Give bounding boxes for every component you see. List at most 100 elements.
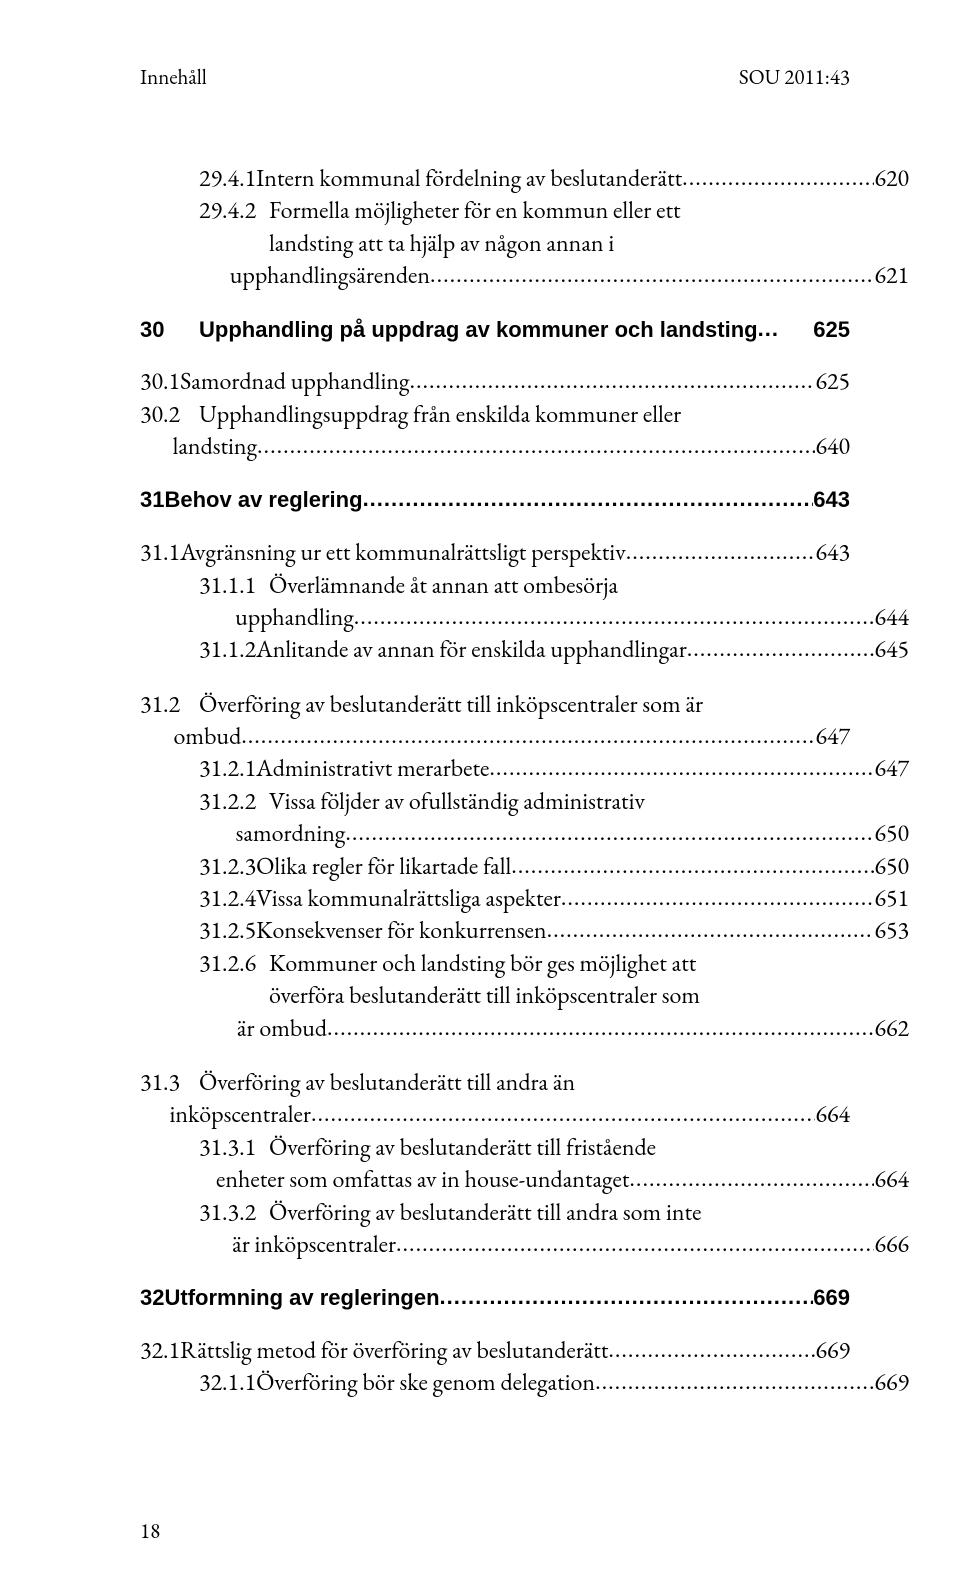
toc-entry-page: 647 [815, 721, 850, 753]
toc-leader: ........................................… [354, 601, 875, 633]
toc-entry-text: Vissa följder av ofullständig administra… [269, 786, 645, 818]
toc-leader: ........................................… [345, 817, 874, 849]
toc-entry-text: Intern kommunal fördelning av beslutande… [256, 163, 682, 195]
toc-entry-text: Utformning av regleringen [164, 1283, 439, 1313]
toc-leader: ........................................… [511, 850, 874, 882]
toc-entry-number: 30.2 [140, 399, 199, 431]
toc-entry-text: Överlämnande åt annan att ombesörja [269, 570, 618, 602]
toc-entry-text: inköpscentraler [169, 1099, 310, 1131]
toc-leader: ........................................… [311, 1098, 816, 1130]
toc-entry-text: Vissa kommunalrättsliga aspekter [256, 883, 561, 915]
toc-entry-page: 645 [874, 634, 909, 666]
toc-entry-page: 621 [874, 260, 909, 292]
toc-leader: ........................................… [241, 720, 815, 752]
toc-entry-text: samordning [236, 818, 346, 850]
toc-entry-page: 625 [815, 366, 850, 398]
toc-leader: ........................................… [409, 365, 815, 397]
toc-leader: ........................................… [547, 914, 875, 946]
toc-entry-text: Överföring av beslutanderätt till inköps… [199, 689, 703, 721]
toc-entry-page: 644 [874, 602, 909, 634]
table-of-contents: 29.4.1Intern kommunal fördelning av besl… [140, 163, 850, 1400]
toc-entry-number: 31 [140, 485, 164, 515]
toc-entry-number: 31.2.5 [199, 915, 256, 947]
toc-entry-text: Överföring bör ske genom delegation [256, 1367, 595, 1399]
toc-entry-number: 31.3.1 [199, 1132, 269, 1164]
toc-entry-text: landsting [173, 431, 257, 463]
toc-entry-page: 650 [874, 851, 909, 883]
toc-leader: ........................................… [430, 259, 874, 291]
toc-entry-text: Formella möjligheter för en kommun eller… [269, 195, 681, 227]
toc-leader: ........................................… [363, 484, 814, 514]
toc-leader: ........................................… [595, 1366, 874, 1398]
toc-entry-text: Överföring av beslutanderätt till fristå… [269, 1132, 656, 1164]
toc-leader: ... [758, 314, 814, 344]
toc-entry-text: Anlitande av annan för enskilda upphandl… [256, 634, 687, 666]
toc-entry-number: 31.2.1 [199, 753, 256, 785]
toc-entry-text: är ombud [237, 1013, 327, 1045]
toc-entry-text: Överföring av beslutanderätt till andra … [269, 1197, 701, 1229]
toc-entry-number: 30.1 [140, 366, 180, 398]
toc-entry-number: 31.2 [140, 689, 199, 721]
toc-entry-number: 31.1.1 [199, 570, 269, 602]
toc-entry-number: 31.2.2 [199, 786, 269, 818]
toc-entry-text: Rättslig metod för överföring av besluta… [180, 1335, 608, 1367]
toc-leader: ........................................… [626, 536, 816, 568]
toc-entry-text: Administrativt merarbete [256, 753, 489, 785]
toc-leader: ........................................… [608, 1334, 815, 1366]
toc-entry-page: 669 [815, 1335, 850, 1367]
toc-entry-text: Kommuner och landsting bör ges möjlighet… [269, 948, 696, 980]
toc-entry-text: är inköpscentraler [232, 1229, 396, 1261]
toc-entry-text: Konsekvenser för konkurrensen [256, 915, 546, 947]
toc-entry-text: Överföring av beslutanderätt till andra … [199, 1067, 575, 1099]
toc-entry-page: 625 [813, 315, 850, 345]
toc-entry-page: 653 [874, 915, 909, 947]
toc-entry-text: Olika regler för likartade fall [256, 851, 511, 883]
toc-leader: ........................................… [396, 1228, 874, 1260]
toc-entry-page: 666 [874, 1229, 909, 1261]
toc-entry-number: 29.4.2 [199, 195, 269, 227]
toc-leader: ........................................… [687, 633, 875, 665]
toc-entry-page: 620 [874, 163, 909, 195]
toc-entry-number: 31.1 [140, 537, 180, 569]
toc-entry-text: Samordnad upphandling [180, 366, 409, 398]
toc-leader: ........................................… [561, 882, 875, 914]
toc-entry-number: 32.1.1 [199, 1367, 256, 1399]
toc-entry-page: 669 [813, 1283, 850, 1313]
toc-entry-page: 662 [874, 1013, 909, 1045]
running-head-left: Innehåll [140, 64, 207, 91]
toc-entry-text: Avgränsning ur ett kommunalrättsligt per… [180, 537, 626, 569]
toc-entry-text: Behov av reglering [164, 485, 362, 515]
toc-entry-text: överföra beslutanderätt till inköpscentr… [269, 980, 700, 1012]
toc-entry-text: enheter som omfattas av in house-undanta… [216, 1164, 629, 1196]
toc-entry-text: Upphandlingsuppdrag från enskilda kommun… [199, 399, 681, 431]
toc-entry-page: 647 [874, 753, 909, 785]
toc-entry-number: 31.2.3 [199, 851, 256, 883]
toc-entry-number: 31.2.6 [199, 948, 269, 980]
toc-entry-page: 651 [874, 883, 909, 915]
toc-entry-text: upphandling [235, 602, 354, 634]
toc-entry-text: Upphandling på uppdrag av kommuner och l… [199, 315, 758, 345]
running-head-right: SOU 2011:43 [739, 64, 850, 91]
toc-entry-number: 31.2.4 [199, 883, 256, 915]
toc-entry-page: 650 [874, 818, 909, 850]
toc-leader: ........................................… [682, 162, 874, 194]
toc-entry-page: 664 [815, 1099, 850, 1131]
toc-leader: ........................................… [629, 1163, 874, 1195]
toc-leader: ........................................… [440, 1282, 814, 1312]
toc-entry-number: 32 [140, 1283, 164, 1313]
toc-entry-number: 31.3.2 [199, 1197, 269, 1229]
toc-entry-page: 664 [874, 1164, 909, 1196]
page-number: 18 [140, 1518, 160, 1545]
toc-entry-number: 31.1.2 [199, 634, 256, 666]
toc-entry-number: 29.4.1 [199, 163, 256, 195]
toc-entry-number: 31.3 [140, 1067, 199, 1099]
toc-entry-text: upphandlingsärenden [230, 260, 430, 292]
toc-leader: ........................................… [257, 430, 815, 462]
toc-entry-text: landsting att ta hjälp av någon annan i [269, 228, 614, 260]
toc-entry-text: ombud [174, 721, 242, 753]
toc-entry-number: 32.1 [140, 1335, 180, 1367]
toc-entry-page: 643 [815, 537, 850, 569]
toc-leader: ........................................… [489, 752, 874, 784]
toc-entry-page: 640 [815, 431, 850, 463]
toc-leader: ........................................… [327, 1012, 874, 1044]
